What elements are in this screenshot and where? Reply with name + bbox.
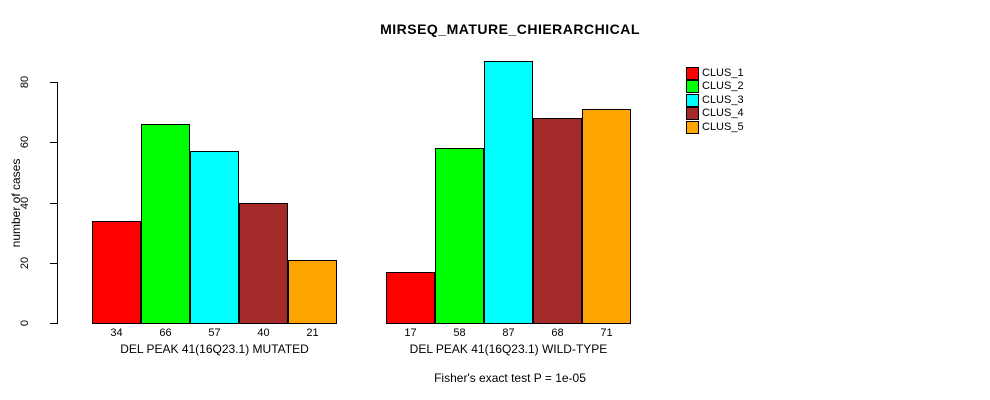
bar-value-label: 71: [600, 327, 613, 339]
legend-label: CLUS_1: [702, 67, 744, 79]
legend-label: CLUS_2: [702, 80, 744, 93]
bar-value-label: 40: [257, 327, 270, 339]
y-tick-label: 20: [19, 256, 31, 269]
bar-clus_1: [386, 271, 435, 324]
bar-value-label: 57: [208, 327, 221, 339]
y-tick-mark: [50, 82, 57, 83]
bar-clus_4: [239, 202, 288, 324]
legend-label: CLUS_4: [702, 107, 744, 120]
y-tick-label: 60: [19, 136, 31, 149]
bar-value-label: 58: [453, 327, 466, 339]
y-tick-label: 80: [19, 75, 31, 89]
chart-title: MIRSEQ_MATURE_CHIERARCHICAL: [380, 21, 640, 37]
bar-clus_4: [533, 118, 582, 324]
bar-clus_2: [141, 124, 190, 324]
legend-label: CLUS_5: [702, 120, 744, 133]
group-label: DEL PEAK 41(16Q23.1) WILD-TYPE: [409, 342, 608, 356]
bar-value-label: 21: [306, 327, 319, 339]
bar-clus_3: [190, 151, 239, 324]
bar-value-label: 68: [551, 327, 564, 339]
y-tick-mark: [50, 142, 57, 144]
legend-swatch-clus_3: [686, 93, 699, 107]
y-tick-mark: [50, 323, 57, 324]
legend-swatch-clus_2: [686, 80, 699, 94]
bar-value-label: 17: [404, 327, 417, 339]
bar-clus_1: [92, 220, 141, 324]
y-tick-label: 40: [19, 196, 31, 209]
bar-clus_5: [582, 109, 631, 324]
legend-label: CLUS_3: [702, 93, 744, 106]
bar-value-label: 87: [502, 327, 515, 339]
bar-clus_5: [288, 259, 337, 324]
bar-value-label: 34: [110, 327, 123, 339]
legend-swatch-clus_1: [686, 67, 699, 80]
y-tick-mark: [50, 202, 57, 204]
bar-clus_2: [435, 148, 484, 324]
y-tick-mark: [50, 262, 57, 264]
bar-clus_3: [484, 60, 533, 324]
bar-value-label: 66: [159, 327, 172, 339]
y-axis-line: [57, 82, 58, 324]
legend-swatch-clus_4: [686, 107, 699, 121]
y-tick-label: 0: [19, 319, 31, 327]
annotation-text: Fisher's exact test P = 1e-05: [434, 371, 586, 385]
group-label: DEL PEAK 41(16Q23.1) MUTATED: [120, 342, 309, 356]
legend-swatch-clus_5: [686, 120, 699, 134]
